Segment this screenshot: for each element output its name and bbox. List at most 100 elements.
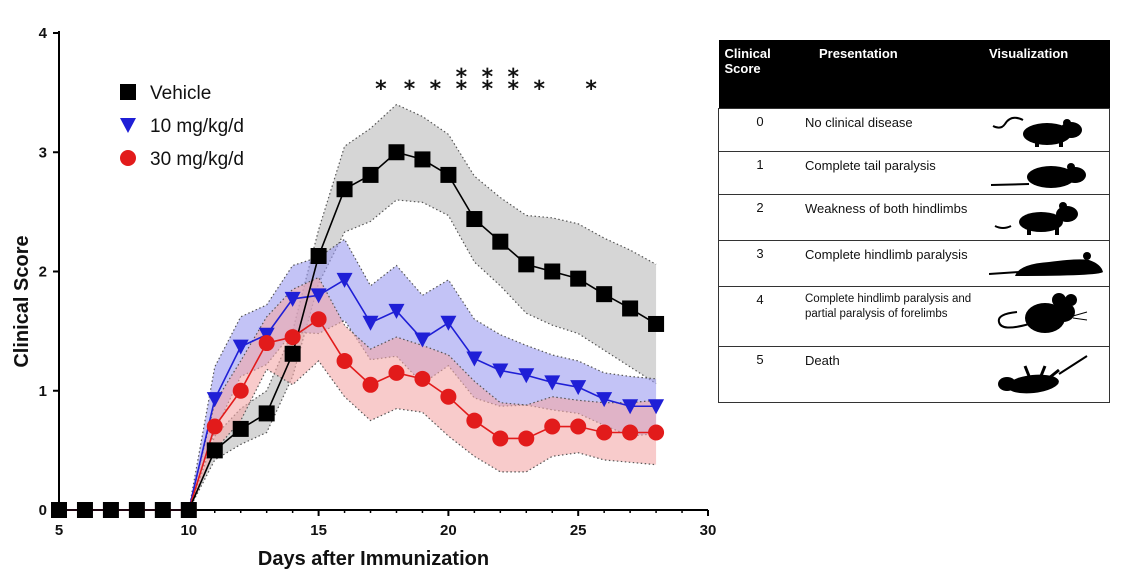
- data-point: [232, 382, 249, 399]
- presentation-cell: Weakness of both hindlimbs: [799, 194, 983, 241]
- data-point: [596, 424, 613, 441]
- visualization-cell: [983, 346, 1110, 403]
- data-point: [388, 144, 405, 161]
- data-point: [622, 399, 639, 415]
- legend-label: 30 mg/kg/d: [150, 149, 244, 170]
- mouse-walking-icon: [992, 116, 1082, 147]
- header-visualization: Visualization: [983, 40, 1110, 109]
- score-cell: 2: [718, 194, 799, 241]
- data-point: [492, 233, 509, 250]
- mouse-dead-icon: [998, 355, 1088, 394]
- y-tick-label: 3: [39, 144, 47, 161]
- data-point: [466, 351, 483, 367]
- data-point: [414, 370, 431, 387]
- x-tick-label: 30: [700, 522, 717, 539]
- data-point: [544, 418, 561, 435]
- series-markers: [51, 144, 665, 518]
- data-point: [544, 263, 561, 280]
- data-point: [388, 303, 405, 319]
- score-cell: 5: [718, 346, 799, 403]
- data-point: [648, 424, 665, 441]
- presentation-cell: Complete tail paralysis: [799, 151, 983, 195]
- presentation-cell: No clinical disease: [799, 108, 983, 152]
- legend-label: Vehicle: [150, 83, 211, 104]
- data-point: [570, 380, 587, 396]
- score-cell: 4: [718, 286, 799, 347]
- data-point: [206, 392, 223, 408]
- axes: 5 10 15 20 25 30 0 1 2 3 4 Days after Immunization C…: [11, 25, 716, 570]
- data-point: [440, 166, 457, 183]
- data-point: [440, 315, 457, 331]
- legend-marker: [120, 84, 136, 100]
- data-point: [206, 442, 223, 459]
- data-point: [466, 412, 483, 429]
- data-point: [388, 364, 405, 381]
- presentation-cell: Complete hindlimb paralysis: [799, 240, 983, 287]
- significance-star: **: [456, 65, 468, 102]
- visualization-cell: [983, 240, 1110, 287]
- x-tick-label: 20: [440, 522, 457, 539]
- data-point: [596, 286, 613, 303]
- data-point: [518, 368, 535, 384]
- clinical-score-table: Clinical Score Presentation Visualizatio…: [718, 40, 1110, 403]
- data-point: [310, 288, 327, 304]
- sem-bands: [59, 103, 657, 511]
- visualization-cell: [983, 286, 1110, 347]
- table-row: 2 Weakness of both hindlimbs: [718, 194, 1110, 241]
- significance-star: *: [430, 77, 442, 102]
- header-presentation: Presentation: [799, 40, 983, 109]
- table-row: 1 Complete tail paralysis: [718, 151, 1110, 195]
- data-point: [570, 418, 587, 435]
- x-tick-label: 15: [310, 522, 327, 539]
- table-row: 5 Death: [718, 346, 1110, 403]
- data-point: [518, 256, 535, 273]
- data-point: [414, 332, 431, 348]
- data-point: [76, 502, 93, 518]
- data-point: [544, 375, 561, 391]
- score-cell: 1: [718, 151, 799, 195]
- significance-star: *: [375, 77, 387, 102]
- score-cell: 3: [718, 240, 799, 287]
- y-axis-title: Clinical Score: [11, 235, 33, 367]
- data-point: [596, 392, 613, 408]
- table-header-row: Clinical Score Presentation Visualizatio…: [718, 40, 1110, 109]
- table-row: 4 Complete hindlimb paralysis and partia…: [718, 286, 1110, 347]
- data-point: [258, 405, 275, 422]
- presentation-cell: Complete hindlimb paralysis and partial …: [799, 286, 983, 347]
- header-clinical-score: Clinical Score: [718, 40, 799, 109]
- score-cell: 0: [718, 108, 799, 152]
- data-point: [466, 211, 483, 228]
- data-point: [128, 502, 145, 518]
- data-point: [622, 424, 639, 441]
- data-point: [648, 315, 665, 332]
- x-tick-label: 25: [570, 522, 587, 539]
- data-point: [180, 502, 197, 518]
- data-point: [440, 388, 457, 405]
- visualization-cell: [983, 108, 1110, 152]
- significance-markers: * * * ** ** ** * *: [375, 65, 597, 102]
- significance-star: **: [508, 65, 520, 102]
- mouse-flat-icon: [989, 252, 1103, 276]
- legend: Vehicle 10 mg/kg/d 30 mg/kg/d: [120, 83, 244, 170]
- y-tick-label: 2: [39, 264, 47, 281]
- y-tick-label: 0: [39, 502, 47, 519]
- data-point: [362, 315, 379, 331]
- data-point: [284, 345, 301, 362]
- data-point: [492, 363, 509, 379]
- data-point: [51, 502, 67, 518]
- x-tick-label: 5: [55, 522, 63, 539]
- data-point: [232, 339, 249, 355]
- data-point: [648, 399, 665, 415]
- data-point: [284, 329, 301, 346]
- data-point: [570, 270, 587, 287]
- sem-band-edge: [59, 276, 657, 511]
- y-tick-label: 1: [39, 383, 47, 400]
- presentation-cell: Death: [799, 346, 983, 403]
- significance-star: *: [404, 77, 416, 102]
- legend-label: 10 mg/kg/d: [150, 116, 244, 137]
- visualization-cell: [983, 151, 1110, 195]
- data-point: [284, 291, 301, 307]
- legend-marker: [120, 118, 136, 133]
- sem-band-edge: [59, 199, 657, 511]
